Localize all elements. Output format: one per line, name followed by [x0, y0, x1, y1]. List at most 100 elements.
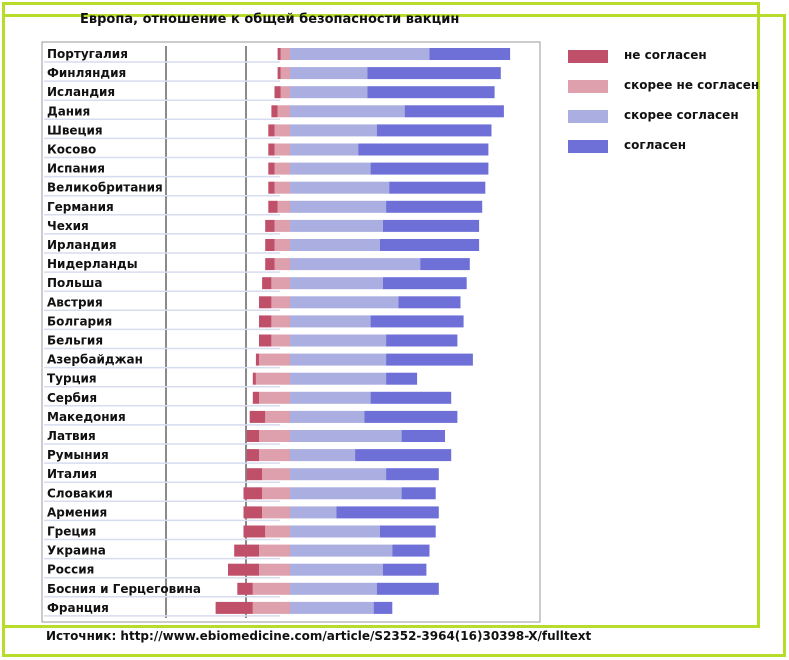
bar-segment	[237, 582, 253, 595]
bar-segment	[379, 525, 436, 538]
bar-segment	[262, 506, 290, 519]
bar-segment	[429, 48, 511, 60]
bar-segment	[215, 601, 253, 614]
bar-segment	[274, 239, 290, 251]
category-label: Австрия	[47, 295, 103, 309]
legend-label-agree: согласен	[624, 138, 687, 152]
bar-segment	[290, 601, 374, 614]
bar-segment	[243, 487, 263, 500]
bar-segment	[290, 372, 387, 385]
category-label: Азербайджан	[47, 353, 143, 367]
bar-segment	[259, 315, 272, 328]
bar-segment	[290, 391, 371, 404]
bar-segment	[383, 219, 480, 232]
bar-segment	[398, 296, 461, 309]
category-label: Ирландия	[47, 238, 117, 252]
bar-segment	[290, 48, 430, 60]
bar-segment	[259, 391, 290, 404]
bar-segment	[252, 391, 259, 404]
category-label: Сербия	[47, 391, 97, 405]
bar-segment	[290, 181, 390, 194]
bar-segment	[274, 181, 290, 194]
bar-segment	[271, 105, 278, 118]
bar-segment	[259, 430, 290, 442]
bar-segment	[234, 544, 259, 557]
bar-segment	[271, 296, 290, 309]
category-label: Польша	[47, 276, 103, 290]
category-label: Латвия	[47, 429, 96, 443]
bar-segment	[271, 315, 290, 328]
legend-item-somewhat-agree: скорее согласен	[568, 104, 773, 134]
bar-segment	[265, 525, 290, 538]
legend-item-disagree: не согласен	[568, 44, 773, 74]
bar-segment	[280, 48, 290, 60]
bar-segment	[277, 105, 290, 118]
bar-segment	[370, 315, 464, 328]
source-note: Источник: http://www.ebiomedicine.com/ar…	[46, 629, 592, 643]
category-label: Германия	[47, 200, 114, 214]
bar-segment	[246, 449, 259, 462]
bar-segment	[265, 410, 290, 423]
bar-segment	[290, 296, 399, 309]
bar-segment	[383, 563, 427, 576]
bar-segment	[277, 67, 281, 80]
category-label: Армения	[47, 505, 107, 519]
bar-segment	[274, 124, 290, 137]
bar-segment	[290, 353, 387, 366]
bar-segment	[252, 582, 290, 595]
bar-segment	[277, 200, 290, 213]
bar-segment	[271, 334, 290, 347]
bar-segment	[290, 105, 405, 118]
bar-segment	[376, 582, 439, 595]
category-label: Словакия	[47, 486, 113, 500]
bar-segment	[290, 563, 383, 576]
bar-segment	[277, 48, 281, 60]
category-label: Исландия	[47, 85, 115, 99]
bar-segment	[290, 277, 383, 290]
bar-segment	[265, 258, 275, 271]
bar-segment	[274, 219, 290, 232]
category-label: Великобритания	[47, 181, 163, 195]
bar-segment	[290, 487, 402, 500]
bar-segment	[386, 334, 458, 347]
bar-segment	[255, 372, 290, 385]
bar-segment	[228, 563, 259, 576]
legend-item-agree: согласен	[568, 134, 773, 164]
bar-segment	[274, 258, 290, 271]
bar-segment	[290, 506, 337, 519]
bar-segment	[290, 219, 383, 232]
bar-segment	[265, 219, 275, 232]
category-label: Бельгия	[47, 334, 103, 348]
category-label: Чехия	[47, 219, 89, 233]
category-label: Нидерланды	[47, 257, 138, 271]
bar-segment	[268, 200, 278, 213]
bar-segment	[386, 372, 418, 385]
bar-segment	[386, 468, 439, 481]
bar-segment	[290, 449, 356, 462]
bar-segment	[392, 544, 430, 557]
legend: не согласен скорее не согласен скорее со…	[568, 44, 773, 164]
category-label: Македония	[47, 410, 126, 424]
bar-segment	[259, 563, 290, 576]
bar-segment	[370, 162, 489, 175]
bar-segment	[290, 315, 371, 328]
legend-item-somewhat-disagree: скорее не согласен	[568, 74, 773, 104]
bar-segment	[262, 277, 272, 290]
bar-segment	[376, 124, 492, 137]
bar-segment	[243, 506, 263, 519]
bar-segment	[290, 430, 402, 442]
bar-segment	[290, 239, 380, 251]
bar-segment	[290, 334, 387, 347]
bar-segment	[355, 449, 452, 462]
category-label: Испания	[47, 162, 105, 176]
plot-area	[41, 41, 541, 623]
category-label: Дания	[47, 104, 90, 118]
category-label: Россия	[47, 563, 94, 577]
category-label: Болгария	[47, 314, 112, 328]
chart-title: Европа, отношение к общей безопасности в…	[80, 12, 460, 27]
legend-swatch-agree	[568, 140, 608, 153]
bar-segment	[246, 468, 263, 481]
bar-segment	[401, 487, 436, 500]
category-label: Италия	[47, 467, 97, 481]
bar-segment	[268, 162, 275, 175]
